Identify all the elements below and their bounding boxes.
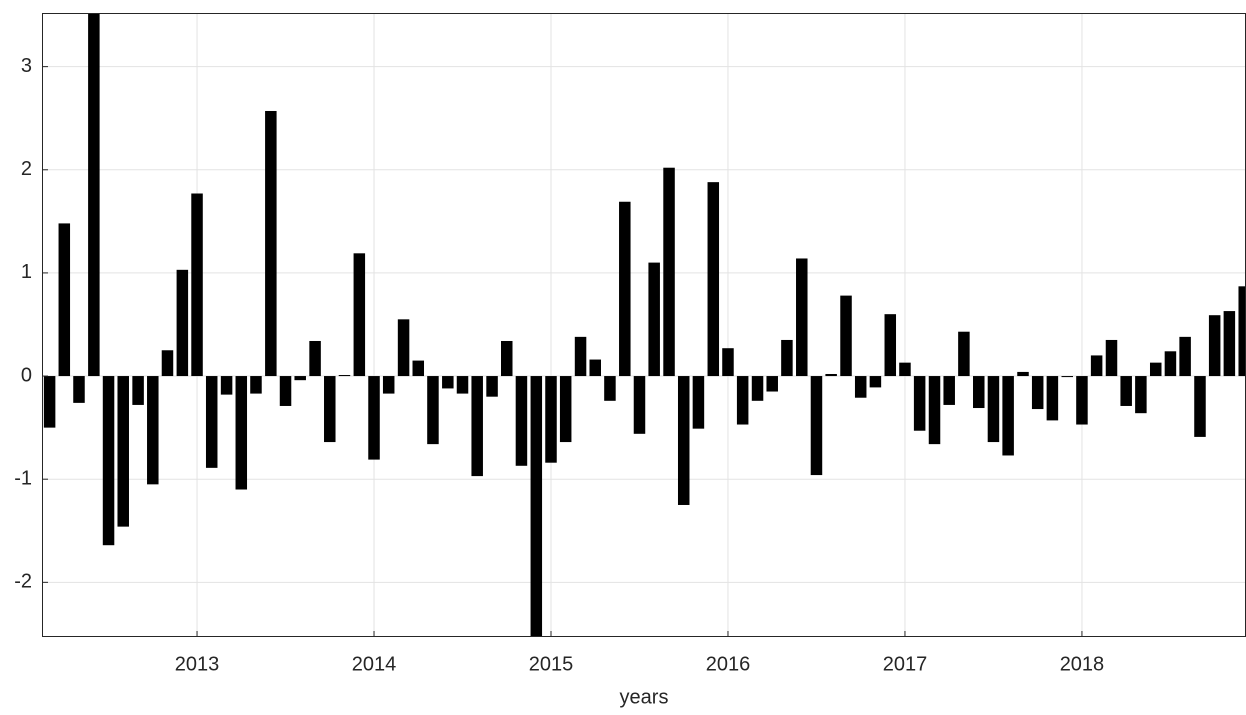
bar <box>751 376 764 401</box>
bar <box>1105 339 1118 377</box>
y-tick-label: 3 <box>21 55 32 77</box>
bar <box>722 348 734 377</box>
bar <box>707 182 720 377</box>
y-tick-label: -1 <box>14 467 32 489</box>
bar <box>928 376 941 445</box>
bar <box>810 376 823 476</box>
bar <box>854 376 867 398</box>
bar <box>73 376 85 403</box>
bar <box>1061 376 1074 378</box>
bar <box>161 350 174 377</box>
y-tick-label: 1 <box>21 261 32 283</box>
bar <box>1135 376 1147 414</box>
bar <box>147 376 159 485</box>
bar <box>574 336 587 377</box>
bar <box>840 295 852 377</box>
bar <box>973 376 985 409</box>
bar <box>1076 376 1088 425</box>
bar <box>1120 376 1132 406</box>
x-tick-label: 2015 <box>529 653 574 675</box>
bar <box>58 223 71 377</box>
bar <box>132 376 144 405</box>
x-tick-label: 2014 <box>352 653 397 675</box>
y-tick-label: 0 <box>21 364 32 386</box>
bar <box>559 376 572 443</box>
bar <box>382 376 395 394</box>
bar <box>633 376 646 434</box>
bar <box>43 376 56 428</box>
x-tick-label: 2017 <box>883 653 928 675</box>
bar <box>869 376 882 388</box>
bar <box>530 376 543 637</box>
bar <box>265 110 277 377</box>
bar <box>766 376 778 392</box>
bar <box>412 360 425 377</box>
bar <box>279 376 292 406</box>
bar <box>677 376 690 505</box>
bar <box>250 376 262 394</box>
bar <box>294 376 306 381</box>
bar <box>1164 351 1177 377</box>
x-axis-label: years <box>620 686 669 708</box>
bar <box>589 359 601 377</box>
bar <box>987 376 1000 443</box>
bar <box>619 201 631 377</box>
x-tick-label: 2018 <box>1060 653 1105 675</box>
bar <box>220 376 233 395</box>
bar <box>884 314 897 377</box>
bar <box>648 262 660 377</box>
bar <box>1002 376 1014 456</box>
x-tick-label: 2016 <box>706 653 751 675</box>
bar <box>692 376 705 429</box>
bar <box>205 376 218 468</box>
bar <box>958 331 970 377</box>
bar <box>1194 376 1206 437</box>
bar <box>1238 286 1246 377</box>
bar <box>1149 362 1162 377</box>
bar <box>442 376 454 389</box>
bar <box>604 376 616 401</box>
bar <box>1046 376 1059 421</box>
bar <box>102 376 115 546</box>
bar <box>899 362 911 377</box>
bar <box>913 376 926 431</box>
y-tick-label: -2 <box>14 571 32 593</box>
bar <box>1090 355 1103 377</box>
bar <box>545 376 557 463</box>
bar <box>397 319 410 377</box>
bar <box>1223 311 1236 377</box>
bar <box>500 340 513 377</box>
bar <box>781 339 793 377</box>
bar <box>176 269 189 377</box>
plot-area <box>42 13 1246 637</box>
bar <box>825 373 837 377</box>
bar <box>796 258 808 377</box>
bar <box>368 376 380 460</box>
bar <box>1031 376 1044 410</box>
bar <box>456 376 469 394</box>
bar <box>486 376 498 397</box>
y-tick-label: 2 <box>21 158 32 180</box>
bar <box>309 340 321 377</box>
bar <box>736 376 749 425</box>
bar <box>943 376 955 405</box>
bar <box>324 376 336 443</box>
bar <box>515 376 528 466</box>
bar <box>471 376 483 477</box>
bar <box>338 375 351 377</box>
bar <box>88 13 100 377</box>
bar <box>1017 371 1029 377</box>
x-tick-label: 2013 <box>175 653 220 675</box>
bar <box>663 167 675 377</box>
bar <box>427 376 439 445</box>
bar <box>353 253 366 377</box>
bar <box>117 376 129 527</box>
bar <box>235 376 248 490</box>
bar <box>1179 336 1191 377</box>
bar <box>191 193 203 377</box>
bar <box>1208 315 1221 377</box>
